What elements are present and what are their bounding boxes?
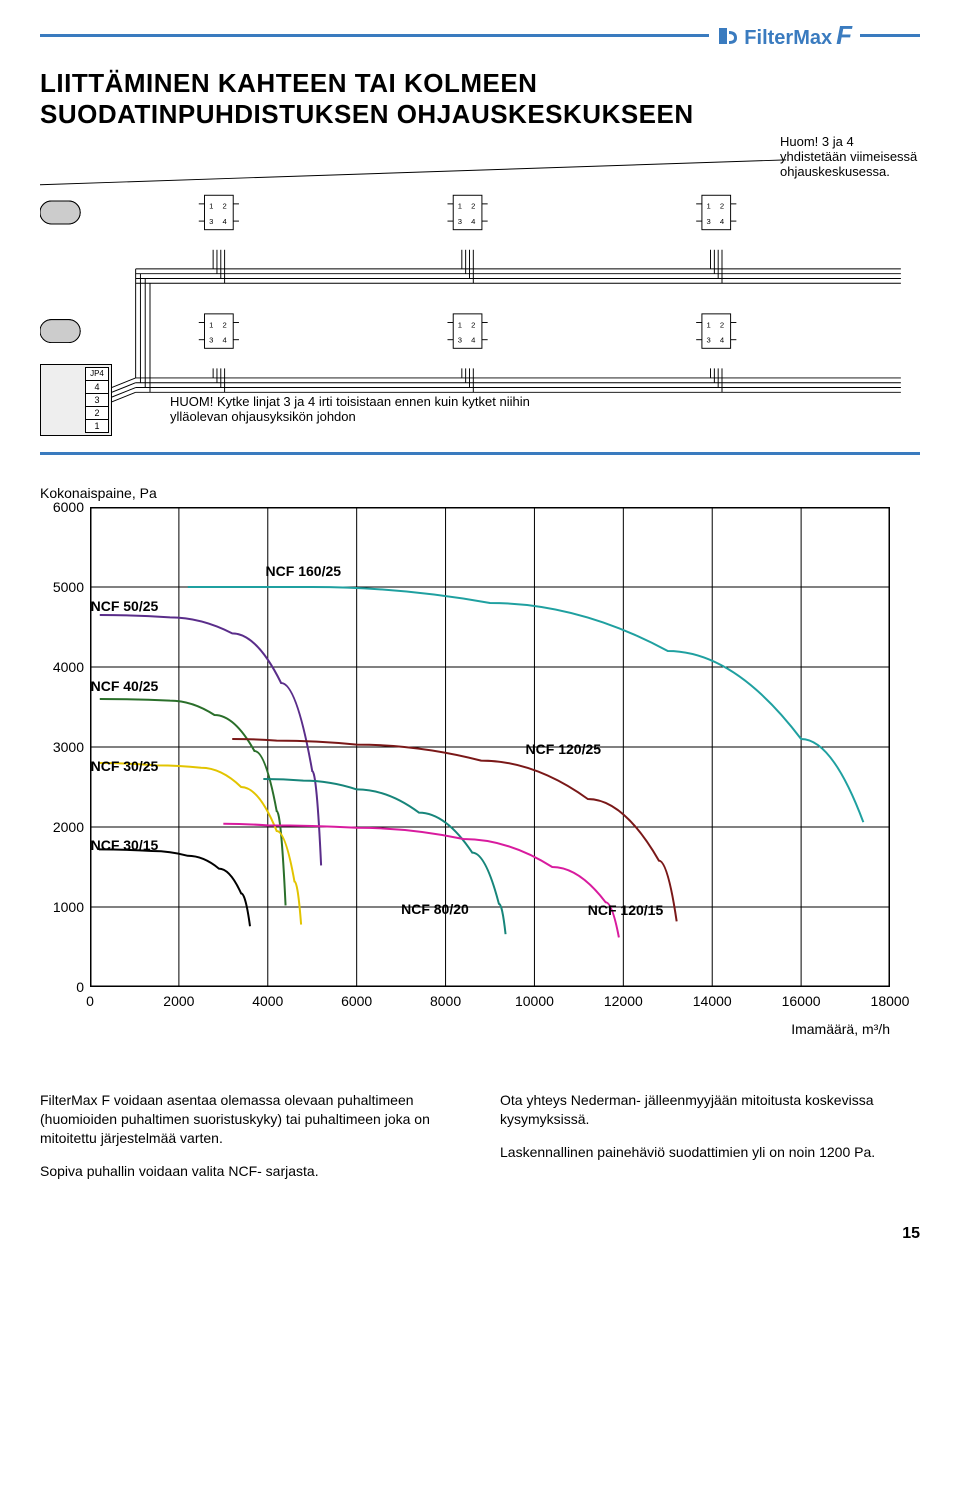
x-tick: 12000 xyxy=(598,993,648,1009)
bottom-columns: FilterMax F voidaan asentaa olemassa ole… xyxy=(40,1077,920,1195)
y-tick: 6000 xyxy=(36,499,84,515)
svg-text:4: 4 xyxy=(471,217,476,226)
page-title: LIITTÄMINEN KAHTEEN TAI KOLMEEN SUODATIN… xyxy=(40,68,920,130)
bottom-right-p2: Laskennallinen painehäviö suodattimien y… xyxy=(500,1143,920,1162)
svg-text:2: 2 xyxy=(222,202,226,211)
brand-name: FilterMax xyxy=(744,27,832,49)
svg-text:1: 1 xyxy=(458,320,462,329)
svg-text:2: 2 xyxy=(720,202,724,211)
svg-text:3: 3 xyxy=(209,217,213,226)
curve-label: NCF 30/15 xyxy=(91,837,159,853)
curve-label: NCF 120/25 xyxy=(526,741,601,757)
page-number: 15 xyxy=(40,1225,920,1243)
svg-text:4: 4 xyxy=(222,217,227,226)
jp4-connector: JP44321 xyxy=(85,367,109,433)
x-tick: 0 xyxy=(65,993,115,1009)
svg-text:1: 1 xyxy=(209,320,213,329)
x-tick: 6000 xyxy=(332,993,382,1009)
svg-text:3: 3 xyxy=(458,217,462,226)
y-tick: 5000 xyxy=(36,579,84,595)
x-tick: 16000 xyxy=(776,993,826,1009)
note-right: Huom! 3 ja 4 yhdistetään viimeisessä ohj… xyxy=(780,134,920,179)
brand-suffix: F xyxy=(836,20,852,50)
y-tick: 3000 xyxy=(36,739,84,755)
chart-xlabel: Imamäärä, m³/h xyxy=(40,1021,890,1037)
y-tick: 1000 xyxy=(36,899,84,915)
chart-svg xyxy=(90,507,890,987)
x-tick: 8000 xyxy=(421,993,471,1009)
curve-label: NCF 160/25 xyxy=(266,563,341,579)
title-line1: LIITTÄMINEN KAHTEEN TAI KOLMEEN xyxy=(40,68,537,98)
bottom-right-p1: Ota yhteys Nederman- jälleenmyyjään mito… xyxy=(500,1091,920,1129)
jp4-block: JP44321 xyxy=(40,364,112,436)
curve-label: NCF 30/25 xyxy=(91,758,159,774)
curve-label: NCF 80/20 xyxy=(401,901,469,917)
x-tick: 14000 xyxy=(687,993,737,1009)
bottom-left-p2: Sopiva puhallin voidaan valita NCF- sarj… xyxy=(40,1162,460,1181)
svg-text:1: 1 xyxy=(706,320,710,329)
x-tick: 18000 xyxy=(865,993,915,1009)
chart-region: Kokonaispaine, Pa PUHALTIMET NCF 50/25NC… xyxy=(40,485,920,1037)
bottom-col-left: FilterMax F voidaan asentaa olemassa ole… xyxy=(40,1077,460,1195)
fan-chart: NCF 50/25 NCF 40/25 NCF 30/25 NCF 30/15 NCF … xyxy=(90,507,890,987)
divider xyxy=(40,452,920,455)
brand-logo: FilterMaxF xyxy=(709,20,860,52)
svg-text:4: 4 xyxy=(471,336,476,345)
svg-text:3: 3 xyxy=(706,217,710,226)
header-rule: FilterMaxF xyxy=(40,20,920,50)
svg-text:2: 2 xyxy=(720,320,724,329)
wiring-diagram: 123412341234123412341234 Huom! 3 ja 4 yh… xyxy=(40,134,920,444)
svg-text:2: 2 xyxy=(471,320,475,329)
x-tick: 4000 xyxy=(243,993,293,1009)
svg-text:3: 3 xyxy=(458,336,462,345)
x-tick: 2000 xyxy=(154,993,204,1009)
curve-label: NCF 40/25 xyxy=(91,678,159,694)
svg-text:1: 1 xyxy=(458,202,462,211)
bottom-left-p1: FilterMax F voidaan asentaa olemassa ole… xyxy=(40,1091,460,1148)
svg-text:4: 4 xyxy=(720,336,725,345)
bottom-col-right: Ota yhteys Nederman- jälleenmyyjään mito… xyxy=(500,1077,920,1195)
x-tick: 10000 xyxy=(509,993,559,1009)
title-line2: SUODATINPUHDISTUKSEN OHJAUSKESKUKSEEN xyxy=(40,99,694,129)
curve-label: NCF 120/15 xyxy=(588,902,663,918)
chart-ylabel: Kokonaispaine, Pa xyxy=(40,485,920,501)
page: FilterMaxF LIITTÄMINEN KAHTEEN TAI KOLME… xyxy=(0,0,960,1283)
svg-text:2: 2 xyxy=(222,320,226,329)
svg-text:1: 1 xyxy=(209,202,213,211)
svg-text:4: 4 xyxy=(222,336,227,345)
svg-text:2: 2 xyxy=(471,202,475,211)
curve-label: NCF 50/25 xyxy=(91,598,159,614)
y-tick: 2000 xyxy=(36,819,84,835)
note-bottom: HUOM! Kytke linjat 3 ja 4 irti toisistaa… xyxy=(170,394,590,424)
svg-text:3: 3 xyxy=(706,336,710,345)
svg-text:4: 4 xyxy=(720,217,725,226)
svg-text:1: 1 xyxy=(706,202,710,211)
y-tick: 4000 xyxy=(36,659,84,675)
brand-icon xyxy=(717,29,745,51)
svg-text:3: 3 xyxy=(209,336,213,345)
